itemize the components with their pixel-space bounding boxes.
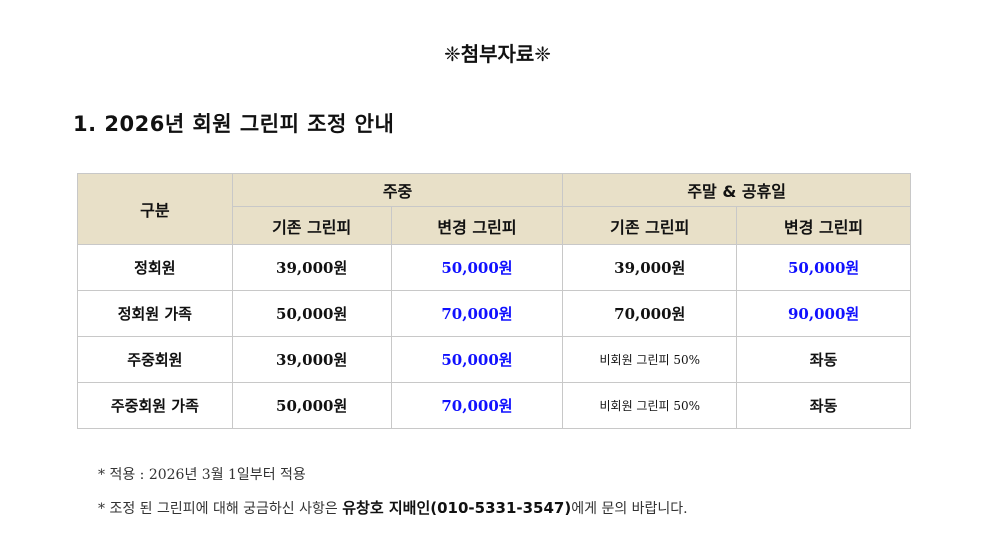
weekday-old-cell: 50,000원 — [231, 290, 392, 337]
weekday-new-cell: 70,000원 — [390, 382, 564, 429]
note-contact: * 조정 된 그린피에 대해 궁금하신 사항은 유창호 지배인(010-5331… — [98, 497, 688, 518]
weekday-old-cell: 39,000원 — [231, 336, 392, 383]
weekday-old-cell: 50,000원 — [231, 382, 392, 429]
category-cell: 정회원 가족 — [77, 290, 233, 337]
weekend-new-cell: 좌동 — [736, 382, 911, 429]
weekend-new-cell: 50,000원 — [736, 244, 911, 291]
note-effective-date: * 적용 : 2026년 3월 1일부터 적용 — [98, 467, 306, 483]
weekend-old-header: 기존 그린피 — [562, 206, 738, 245]
weekday-new-cell: 70,000원 — [390, 290, 564, 337]
table-row: 정회원 가족 50,000원 70,000원 70,000원 90,000원 — [77, 290, 911, 337]
category-cell: 주중회원 — [77, 336, 233, 383]
note-prefix: * 조정 된 그린피에 대해 궁금하신 사항은 — [98, 501, 343, 517]
page-title: ❈첨부자료❈ — [443, 42, 552, 66]
weekday-new-cell: 50,000원 — [390, 336, 564, 383]
weekend-new-cell: 90,000원 — [736, 290, 911, 337]
table-row: 정회원 39,000원 50,000원 39,000원 50,000원 — [77, 244, 911, 291]
weekend-new-header: 변경 그린피 — [736, 206, 911, 245]
weekday-old-cell: 39,000원 — [231, 244, 392, 291]
weekday-old-header: 기존 그린피 — [231, 206, 392, 245]
table-row: 주중회원 가족 50,000원 70,000원 비회원 그린피 50% 좌동 — [77, 382, 911, 429]
weekend-old-cell: 비회원 그린피 50% — [562, 336, 738, 383]
category-cell: 주중회원 가족 — [77, 382, 233, 429]
weekday-header: 주중 — [231, 173, 564, 207]
weekend-old-cell: 비회원 그린피 50% — [562, 382, 738, 429]
weekday-new-cell: 50,000원 — [390, 244, 564, 291]
contact-person: 유창호 지배인(010-5331-3547) — [342, 499, 572, 517]
weekend-old-cell: 39,000원 — [562, 244, 738, 291]
category-cell: 정회원 — [77, 244, 233, 291]
table-row: 주중회원 39,000원 50,000원 비회원 그린피 50% 좌동 — [77, 336, 911, 383]
greenfee-table: 구분 주중 주말 & 공휴일 기존 그린피 변경 그린피 기존 그린피 변경 그… — [77, 173, 911, 429]
category-header: 구분 — [77, 173, 233, 245]
weekend-old-cell: 70,000원 — [562, 290, 738, 337]
section-heading: 1. 2026년 회원 그린피 조정 안내 — [73, 112, 395, 136]
weekday-new-header: 변경 그린피 — [390, 206, 564, 245]
weekend-header: 주말 & 공휴일 — [562, 173, 911, 207]
weekend-new-cell: 좌동 — [736, 336, 911, 383]
note-suffix: 에게 문의 바랍니다. — [571, 501, 688, 517]
